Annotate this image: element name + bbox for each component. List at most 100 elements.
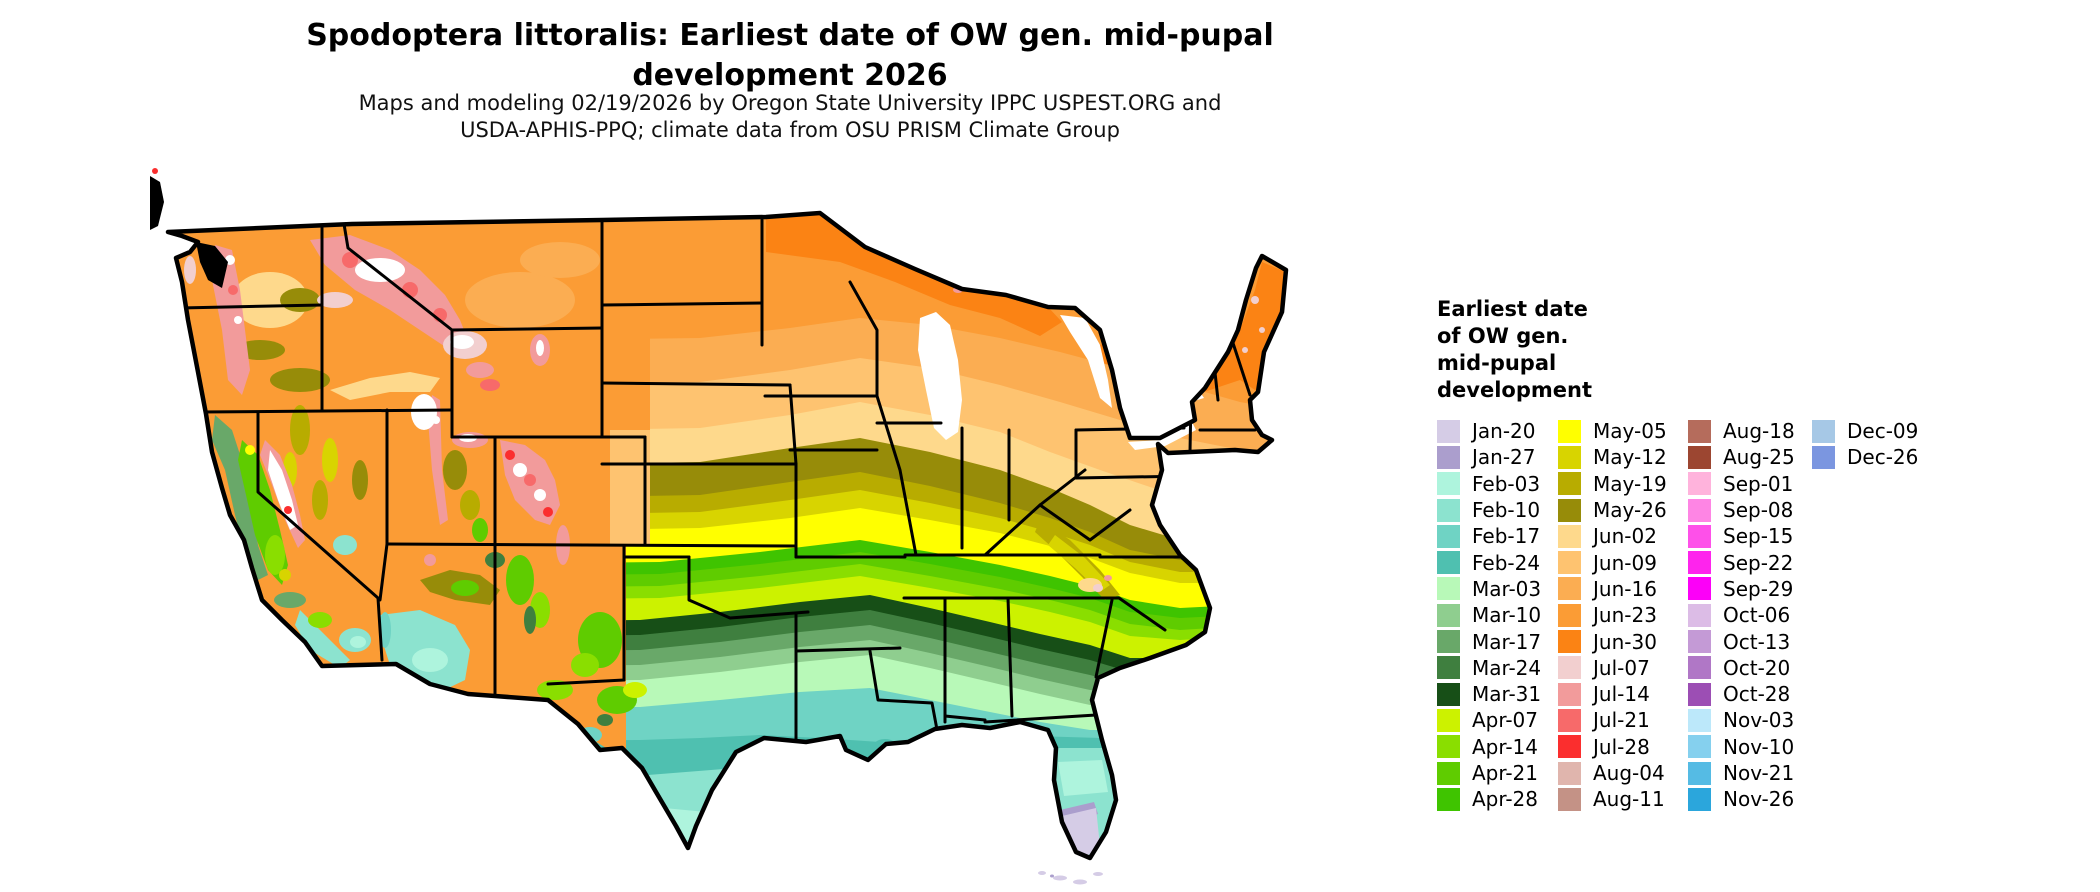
legend-swatch (1437, 761, 1460, 785)
region-az-highlands-green (451, 580, 479, 596)
legend-row: Sep-22 (1688, 549, 1795, 575)
legend-title-line4: development (1437, 378, 1592, 402)
state-borders (178, 218, 1257, 742)
legend-row: Jun-30 (1558, 628, 1667, 654)
region-n-rockies-snow (355, 258, 405, 282)
legend-swatch (1688, 630, 1711, 654)
legend-label: Jul-21 (1593, 708, 1650, 733)
legend-label: Apr-28 (1472, 787, 1538, 812)
legend-swatch (1437, 656, 1460, 680)
legend-swatch (1812, 445, 1835, 469)
legend-row: Sep-29 (1688, 576, 1795, 602)
legend-label: Feb-24 (1472, 550, 1541, 575)
legend-row: Feb-10 (1437, 497, 1541, 523)
legend-label: Dec-26 (1847, 445, 1919, 470)
region-co-red1 (505, 450, 515, 460)
legend-label: Apr-07 (1472, 708, 1538, 733)
legend-row: Feb-17 (1437, 523, 1541, 549)
legend-swatch (1688, 551, 1711, 575)
legend-title: Earliest date of OW gen. mid-pupal devel… (1437, 296, 2057, 404)
region-yellowstone-snow (450, 335, 474, 349)
region-snake-river-plain (330, 372, 440, 400)
region-borderland-green (537, 680, 573, 700)
region-appalachians-east (1048, 535, 1110, 592)
legend-swatch (1437, 787, 1460, 811)
legend-swatch (1688, 787, 1711, 811)
legend-swatch (1688, 524, 1711, 548)
legend-label: Oct-13 (1723, 629, 1791, 654)
legend-row: Mar-17 (1437, 628, 1541, 654)
lake-erie (1128, 422, 1196, 450)
legend-label: May-26 (1593, 498, 1667, 523)
legend-row: Mar-03 (1437, 576, 1541, 602)
region-socal-coast (295, 610, 350, 668)
legend-label: Jun-09 (1593, 550, 1657, 575)
legend-label: Jul-14 (1593, 682, 1650, 707)
vancouver-island-fragment (150, 176, 164, 230)
legend-row: Jan-27 (1437, 444, 1541, 470)
legend-swatch (1688, 498, 1711, 522)
legend-label: Nov-10 (1723, 734, 1795, 759)
legend-swatch (1437, 735, 1460, 759)
florida-key5 (1050, 874, 1054, 878)
legend-row: Oct-20 (1688, 655, 1795, 681)
region-bighorn-snow (536, 340, 544, 356)
legend-swatch (1812, 419, 1835, 443)
legend-swatch (1558, 656, 1581, 680)
region-olympics-pink (184, 256, 196, 284)
legend-row: Mar-31 (1437, 681, 1541, 707)
region-channel-is1 (259, 622, 271, 628)
legend-swatch (1558, 498, 1581, 522)
legend-row: Jun-02 (1558, 523, 1667, 549)
region-eastern-or-olive2 (270, 368, 330, 392)
legend-row: Apr-28 (1437, 786, 1541, 812)
region-cascades-red (228, 285, 238, 295)
region-co-snow2 (534, 489, 546, 501)
legend-row: May-12 (1558, 444, 1667, 470)
page-title-line1: Spodoptera littoralis: Earliest date of … (306, 18, 1274, 53)
florida-key4 (1093, 872, 1103, 876)
region-co-red3 (524, 474, 536, 486)
legend-swatch (1688, 682, 1711, 706)
legend-swatch (1437, 445, 1460, 469)
map-legend: Earliest date of OW gen. mid-pupal devel… (1437, 296, 2057, 811)
legend-row: Nov-03 (1688, 707, 1795, 733)
page-subtitle: Maps and modeling 02/19/2026 by Oregon S… (150, 90, 1430, 144)
legend-swatch (1437, 577, 1460, 601)
legend-row: Aug-18 (1688, 418, 1795, 444)
legend-label: Jun-23 (1593, 603, 1657, 628)
legend-swatch (1437, 419, 1460, 443)
legend-label: May-19 (1593, 471, 1667, 496)
legend-row: May-05 (1558, 418, 1667, 444)
legend-row: Jul-21 (1558, 707, 1667, 733)
legend-swatch (1558, 735, 1581, 759)
legend-column: Jan-20 Jan-27 Feb-03 Feb-10 Feb-17 Feb-24 Mar-… (1437, 418, 1541, 812)
legend-row: Nov-26 (1688, 786, 1795, 812)
region-cascades-snow2 (234, 316, 242, 324)
region-salton (350, 636, 366, 648)
legend-row: Jun-09 (1558, 549, 1667, 575)
region-central-florida (1058, 760, 1108, 796)
region-vegas-valley (333, 535, 357, 555)
region-socal-range (274, 592, 306, 608)
legend-swatch (1688, 656, 1711, 680)
region-maine-pink1 (1251, 296, 1259, 304)
band-mar-03 (168, 655, 1286, 858)
legend-row: Dec-26 (1812, 444, 1918, 470)
legend-row: Jul-28 (1558, 734, 1667, 760)
legend-title-line2: of OW gen. (1437, 324, 1569, 348)
legend-label: Oct-06 (1723, 603, 1791, 628)
legend-column: Dec-09 Dec-26 (1812, 418, 1918, 471)
lake-michigan (918, 312, 962, 440)
legend-label: Jul-28 (1593, 734, 1650, 759)
legend-label: Nov-26 (1723, 787, 1795, 812)
legend-label: Aug-25 (1723, 445, 1795, 470)
legend-row: Feb-03 (1437, 471, 1541, 497)
region-upper-midwest-jun30 (766, 213, 1062, 336)
region-maine-pink3 (1242, 347, 1248, 353)
legend-label: Feb-03 (1472, 471, 1541, 496)
legend-title-line1: Earliest date (1437, 297, 1588, 321)
region-montana-basin2 (520, 242, 600, 278)
